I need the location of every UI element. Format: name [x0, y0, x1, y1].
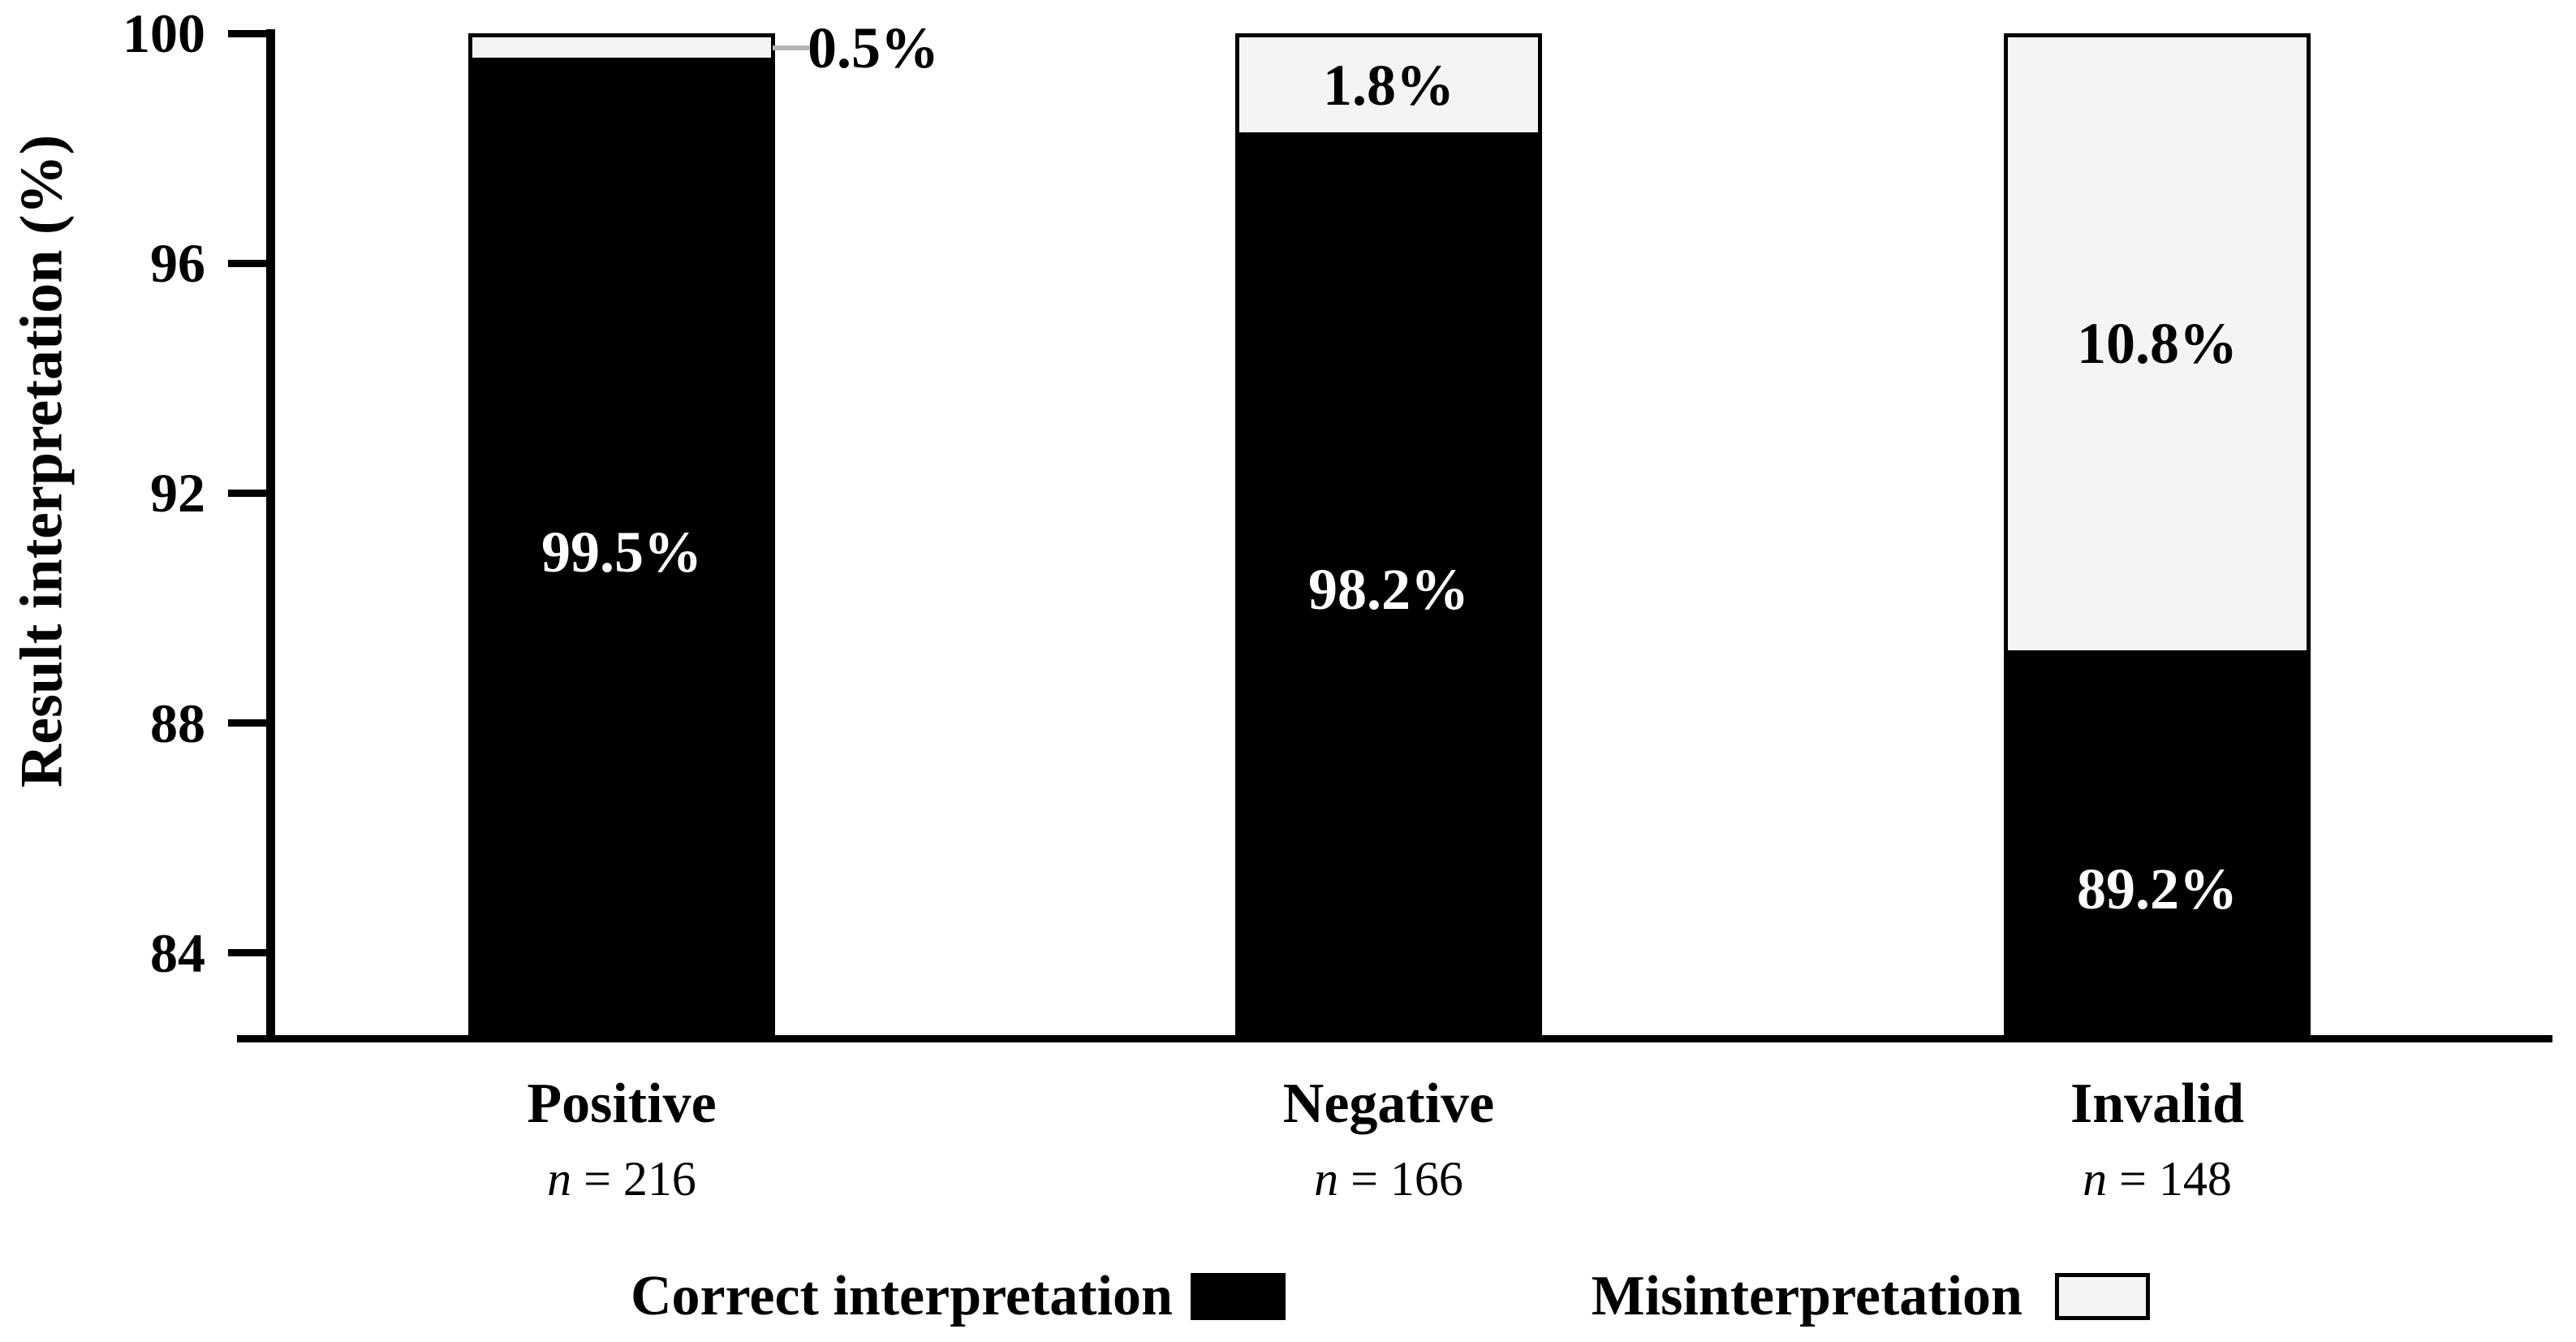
y-tick-label-100: 100 — [123, 2, 205, 64]
y-tick-mark-92 — [228, 490, 275, 497]
y-axis-line — [266, 29, 275, 1042]
category-n-invalid: n = 148 — [1873, 1142, 2441, 1215]
bar-negative-segment-misinterpretation — [1235, 33, 1542, 136]
category-label-invalid: Invalid — [2070, 1072, 2244, 1135]
n-value: = 216 — [571, 1152, 696, 1206]
category-n-positive: n = 216 — [338, 1142, 906, 1215]
y-tick-label-96: 96 — [150, 232, 205, 294]
y-tick-mark-100 — [228, 30, 275, 37]
y-tick-mark-96 — [228, 260, 275, 267]
category-label-negative: Negative — [1282, 1072, 1495, 1135]
bar-negative: 98.2% 1.8% — [1235, 33, 1542, 1042]
category-n-negative: n = 166 — [1105, 1142, 1673, 1215]
legend-swatch-1 — [2055, 1273, 2150, 1320]
bar-positive-label-correct: 99.5% — [541, 520, 702, 585]
y-tick-label-88: 88 — [150, 693, 205, 754]
category-label-positive: Positive — [527, 1072, 717, 1135]
bar-invalid: 89.2% 10.8% — [2004, 33, 2311, 1042]
bar-positive-segment-misinterpretation — [468, 33, 775, 62]
bar-negative-label-correct: 98.2% — [1308, 557, 1469, 622]
bar-invalid-segment-misinterpretation — [2004, 33, 2311, 654]
bar-negative-label-misinterpretation: 1.8% — [1323, 53, 1454, 118]
bar-positive: 99.5% — [468, 33, 775, 1042]
callout-line — [773, 45, 809, 50]
n-symbol: n — [547, 1152, 572, 1206]
bar-invalid-label-misinterpretation: 10.8% — [2077, 311, 2238, 376]
y-tick-mark-88 — [228, 719, 275, 727]
n-value: = 166 — [1338, 1152, 1463, 1206]
n-symbol: n — [2083, 1152, 2108, 1206]
legend-label-1: Misinterpretation — [1591, 1265, 2022, 1327]
legend-label-0: Correct interpretation — [630, 1265, 1173, 1327]
y-tick-label-92: 92 — [150, 462, 205, 524]
legend-swatch-0 — [1191, 1273, 1286, 1320]
bar-invalid-label-correct: 89.2% — [2077, 857, 2238, 921]
y-tick-label-84: 84 — [150, 922, 205, 984]
n-symbol: n — [1314, 1152, 1339, 1206]
callout-label: 0.5% — [808, 15, 939, 80]
y-axis-title: Result interpretation (%) — [8, 134, 75, 788]
y-tick-mark-84 — [228, 949, 275, 956]
n-value: = 148 — [2107, 1152, 2232, 1206]
